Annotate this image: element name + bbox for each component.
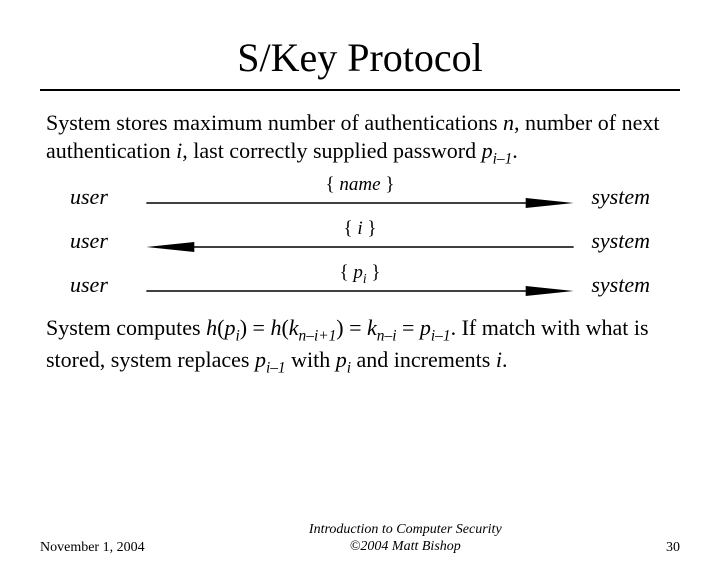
exchange-block: user { name } system user { i } system u… <box>70 182 650 300</box>
exchange-row: user { i } system <box>70 226 650 256</box>
party-left: user <box>70 228 142 254</box>
arrow-label: { i } <box>142 218 578 240</box>
arrow-label: { name } <box>142 174 578 196</box>
party-right: system <box>578 272 650 298</box>
exchange-row: user { name } system <box>70 182 650 212</box>
arrow-wrap: { pi } <box>142 270 578 300</box>
arrow-wrap: { name } <box>142 182 578 212</box>
footer-page: 30 <box>666 540 680 556</box>
footer-center-line2: ©2004 Matt Bishop <box>309 539 502 556</box>
outro-text: System computes h(pi) = h(kn–i+1) = kn–i… <box>46 314 674 377</box>
footer-center-line1: Introduction to Computer Security <box>309 522 502 539</box>
party-left: user <box>70 272 142 298</box>
party-right: system <box>578 184 650 210</box>
title-rule <box>40 89 680 91</box>
arrow-wrap: { i } <box>142 226 578 256</box>
footer: November 1, 2004 Introduction to Compute… <box>0 522 720 556</box>
intro-text: System stores maximum number of authenti… <box>46 109 674 168</box>
footer-date: November 1, 2004 <box>40 540 145 556</box>
party-left: user <box>70 184 142 210</box>
party-right: system <box>578 228 650 254</box>
footer-center: Introduction to Computer Security ©2004 … <box>309 522 502 556</box>
slide-title: S/Key Protocol <box>0 34 720 81</box>
exchange-row: user { pi } system <box>70 270 650 300</box>
